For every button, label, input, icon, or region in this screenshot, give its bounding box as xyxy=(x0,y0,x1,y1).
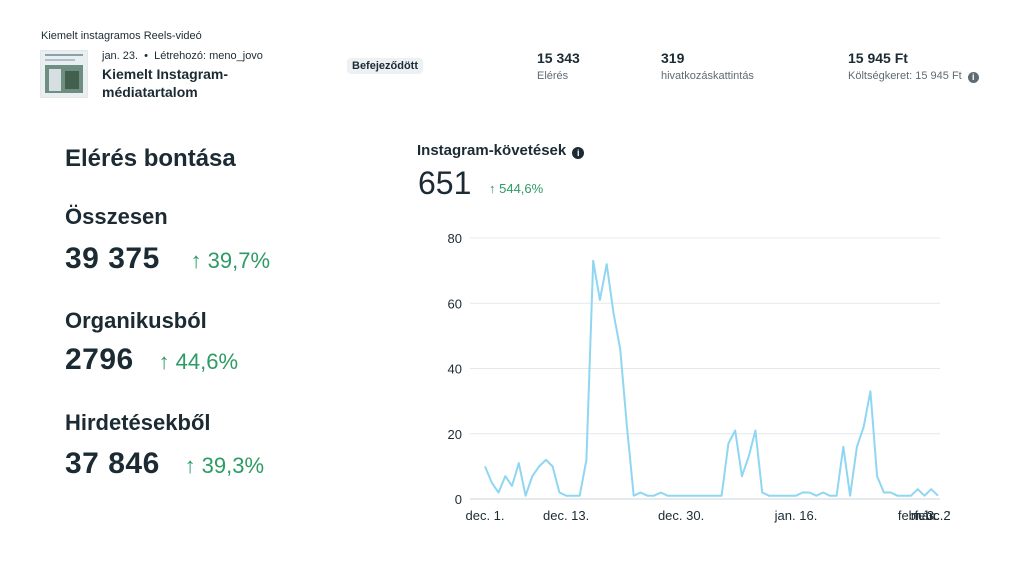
post-creator: Létrehozó: meno_jovo xyxy=(154,50,263,62)
row-total: 39 375 ↑ 39,7% xyxy=(65,242,270,276)
meta-separator: • xyxy=(144,50,149,62)
row-total-change: 39,7% xyxy=(207,248,271,273)
reach-breakdown-title: Elérés bontása xyxy=(65,145,236,172)
row-ads-label: Hirdetésekből xyxy=(65,410,211,435)
series-line xyxy=(484,259,939,497)
row-organic-change: 44,6% xyxy=(175,349,239,374)
up-arrow-icon: ↑ xyxy=(184,453,196,478)
info-icon[interactable]: i xyxy=(572,147,585,159)
metric-reach-label: Elérés xyxy=(537,70,569,82)
y-tick-label: 40 xyxy=(448,362,462,377)
chart-total: 651 xyxy=(418,165,472,201)
metric-link-clicks: 319 hivatkozáskattintás xyxy=(661,50,754,82)
post-thumbnail[interactable] xyxy=(40,50,88,98)
row-ads-value: 37 846 xyxy=(65,447,160,480)
x-tick-label: dec. 13. xyxy=(543,508,589,523)
row-total-value: 39 375 xyxy=(65,242,160,275)
metric-link-clicks-label: hivatkozáskattintás xyxy=(661,70,754,82)
y-tick-label: 60 xyxy=(448,296,462,311)
x-tick-label: dec. 30. xyxy=(658,508,704,523)
y-tick-label: 0 xyxy=(455,492,462,507)
x-tick-label: febr. 25. xyxy=(915,508,950,523)
row-ads: 37 846 ↑ 39,3% xyxy=(65,447,264,481)
info-icon[interactable]: i xyxy=(967,72,979,83)
x-tick-label: márc. 16. xyxy=(911,508,950,523)
x-tick-label: febr. 3. xyxy=(898,508,938,523)
y-tick-label: 20 xyxy=(448,427,462,442)
metric-budget-label: Költségkeret: 15 945 Ft xyxy=(848,70,962,82)
row-organic-value: 2796 xyxy=(65,343,134,376)
chart-title: Instagram-követések i xyxy=(417,142,585,159)
up-arrow-icon: ↑ xyxy=(190,248,202,273)
chart-change: ↑ 544,6% xyxy=(489,181,544,196)
post-date: jan. 23. xyxy=(102,50,139,62)
metric-reach-value: 15 343 xyxy=(537,50,580,66)
metric-reach: 15 343 Elérés xyxy=(537,50,580,82)
post-meta: jan. 23. • Létrehozó: meno_jovo xyxy=(102,50,263,62)
x-tick-label: jan. 16. xyxy=(774,508,818,523)
metric-budget: 15 945 Ft Költségkeret: 15 945 Ft i xyxy=(848,50,979,83)
row-ads-change: 39,3% xyxy=(201,453,265,478)
x-tick-label: dec. 1. xyxy=(465,508,504,523)
post-title[interactable]: Kiemelt Instagram-médiatartalom xyxy=(102,66,229,100)
row-organic-label: Organikusból xyxy=(65,308,207,333)
up-arrow-icon: ↑ xyxy=(158,349,170,374)
metric-budget-value: 15 945 Ft xyxy=(848,50,908,66)
y-tick-label: 80 xyxy=(448,231,462,246)
chart-title-text: Instagram-követések xyxy=(417,142,567,159)
followers-line-chart: 0 20 40 60 80 dec. 1. dec. 13. dec. 30. jan. 16… xyxy=(448,231,950,523)
status-badge: Befejeződött xyxy=(347,58,423,74)
row-total-label: Összesen xyxy=(65,204,168,229)
row-organic: 2796 ↑ 44,6% xyxy=(65,343,238,377)
post-type-label: Kiemelt instagramos Reels-videó xyxy=(41,30,202,42)
metric-link-clicks-value: 319 xyxy=(661,50,685,66)
